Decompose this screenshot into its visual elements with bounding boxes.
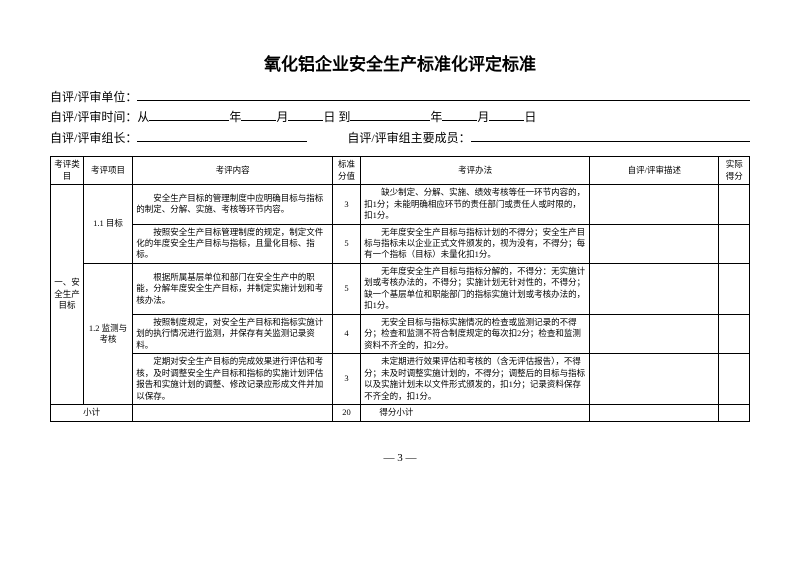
subtotal-actual [719, 405, 750, 421]
actual-cell [719, 354, 750, 405]
table-row: 一、安全生产目标 1.1 目标 安全生产目标的管理制度中应明确目标与指标的制定、… [51, 185, 750, 224]
blank-year2 [350, 107, 430, 121]
content-cell: 定期对安全生产目标的完成效果进行评估和考核，及时调整安全生产目标和指标的实施计划… [133, 354, 333, 405]
actual-cell [719, 185, 750, 224]
col-desc: 自评/评审描述 [590, 157, 719, 185]
month2-label: 月 [477, 107, 489, 127]
subtotal-method: 得分小计 [361, 405, 590, 421]
year1-label: 年 [229, 107, 241, 127]
blank-members [471, 128, 750, 142]
unit-line: 自评/评审单位： [50, 87, 750, 107]
actual-cell [719, 314, 750, 353]
col-content: 考评内容 [133, 157, 333, 185]
table-row: 按照安全生产目标管理制度的规定，制定文件化的年度安全生产目标与指标，且量化目标、… [51, 224, 750, 263]
method-cell: 无安全目标与指标实施情况的检查或监测记录的不得分；检查和监测不符合制度规定的每次… [361, 314, 590, 353]
desc-cell [590, 224, 719, 263]
content-cell: 根据所属基层单位和部门在安全生产中的职能，分解年度安全生产目标，并制定实施计划和… [133, 263, 333, 314]
subtotal-score: 20 [332, 405, 360, 421]
page-number: — 3 — [50, 452, 750, 464]
blank-day2 [489, 107, 524, 121]
blank-leader [137, 128, 307, 142]
day2-label: 日 [524, 107, 536, 127]
col-actual: 实际得分 [719, 157, 750, 185]
desc-cell [590, 185, 719, 224]
leader-label: 自评/评审组长： [50, 128, 137, 148]
leader-line: 自评/评审组长： 自评/评审组主要成员： [50, 128, 750, 148]
month1-label: 月 [276, 107, 288, 127]
unit-blank [137, 87, 750, 101]
desc-cell [590, 314, 719, 353]
assessment-table: 考评类目 考评项目 考评内容 标准分值 考评办法 自评/评审描述 实际得分 一、… [50, 156, 750, 421]
method-cell: 缺少制定、分解、实施、绩效考核等任一环节内容的，扣1分；未能明确相应环节的责任部… [361, 185, 590, 224]
col-item: 考评项目 [83, 157, 132, 185]
desc-cell [590, 263, 719, 314]
table-row: 按照制度规定，对安全生产目标和指标实施计划的执行情况进行监测，并保存有关监测记录… [51, 314, 750, 353]
year2-label: 年 [430, 107, 442, 127]
table-row: 1.2 监测与考核 根据所属基层单位和部门在安全生产中的职能，分解年度安全生产目… [51, 263, 750, 314]
subtotal-row: 小计 20 得分小计 [51, 405, 750, 421]
col-std-score: 标准分值 [332, 157, 360, 185]
item-cell: 1.1 目标 [83, 185, 132, 264]
blank-month2 [442, 107, 477, 121]
col-method: 考评办法 [361, 157, 590, 185]
table-header-row: 考评类目 考评项目 考评内容 标准分值 考评办法 自评/评审描述 实际得分 [51, 157, 750, 185]
blank-day1 [288, 107, 323, 121]
category-cell: 一、安全生产目标 [51, 185, 84, 405]
unit-label: 自评/评审单位： [50, 87, 137, 107]
subtotal-content [133, 405, 333, 421]
subtotal-label: 小计 [51, 405, 133, 421]
score-cell: 5 [332, 224, 360, 263]
actual-cell [719, 224, 750, 263]
method-cell: 未定期进行效果评估和考核的（含无评估报告），不得分；未及时调整实施计划的，不得分… [361, 354, 590, 405]
content-cell: 安全生产目标的管理制度中应明确目标与指标的制定、分解、实施、考核等环节内容。 [133, 185, 333, 224]
score-cell: 3 [332, 185, 360, 224]
desc-cell [590, 354, 719, 405]
time-line: 自评/评审时间：从 年 月 日 到 年 月 日 [50, 107, 750, 127]
document-title: 氧化铝企业安全生产标准化评定标准 [50, 50, 750, 75]
content-cell: 按照制度规定，对安全生产目标和指标实施计划的执行情况进行监测，并保存有关监测记录… [133, 314, 333, 353]
table-row: 定期对安全生产目标的完成效果进行评估和考核，及时调整安全生产目标和指标的实施计划… [51, 354, 750, 405]
method-cell: 无年度安全生产目标与指标分解的，不得分：无实施计划或考核办法的，不得分；实施计划… [361, 263, 590, 314]
day1-label: 日 到 [323, 107, 350, 127]
item-cell: 1.2 监测与考核 [83, 263, 132, 404]
method-cell: 无年度安全生产目标与指标计划的不得分；安全生产目标与指标未以企业正式文件颁发的，… [361, 224, 590, 263]
col-category: 考评类目 [51, 157, 84, 185]
score-cell: 3 [332, 354, 360, 405]
blank-year1 [149, 107, 229, 121]
members-label: 自评/评审组主要成员： [347, 128, 470, 148]
time-label: 自评/评审时间：从 [50, 107, 149, 127]
score-cell: 5 [332, 263, 360, 314]
header-block: 自评/评审单位： 自评/评审时间：从 年 月 日 到 年 月 日 自评/评审组长… [50, 87, 750, 148]
content-cell: 按照安全生产目标管理制度的规定，制定文件化的年度安全生产目标与指标，且量化目标、… [133, 224, 333, 263]
blank-month1 [241, 107, 276, 121]
score-cell: 4 [332, 314, 360, 353]
subtotal-desc [590, 405, 719, 421]
actual-cell [719, 263, 750, 314]
